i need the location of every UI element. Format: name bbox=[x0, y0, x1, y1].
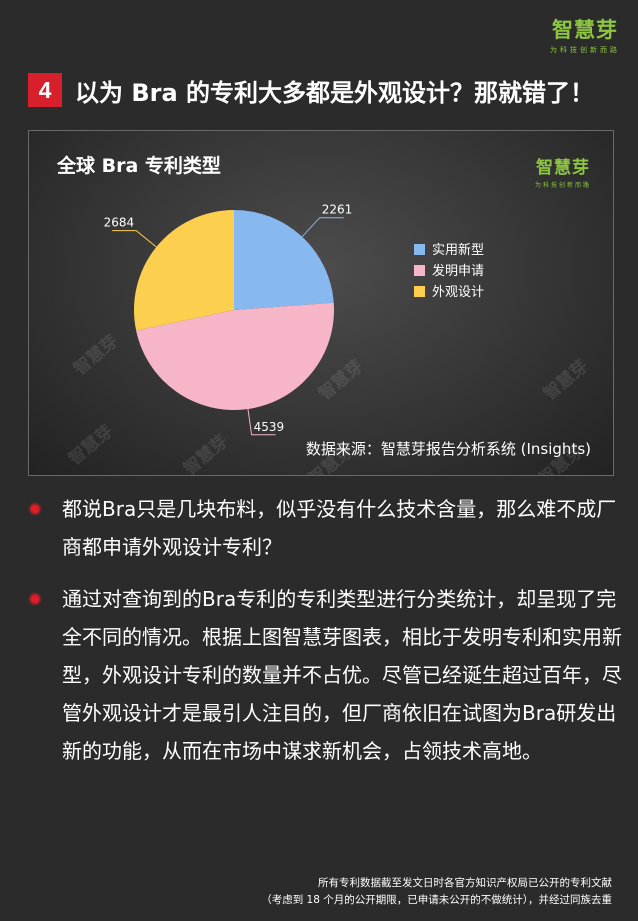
pie-leader-line bbox=[112, 230, 160, 250]
bullet-text: 都说Bra只是几块布料，似乎没有什么技术含量，那么难不成厂商都申请外观设计专利？ bbox=[62, 497, 617, 559]
legend-label: 发明申请 bbox=[432, 263, 484, 279]
pie-leader-line bbox=[246, 404, 276, 436]
chart-brand-slogan: 为科技创新而路 bbox=[534, 182, 591, 189]
pie-slice bbox=[136, 302, 335, 411]
footnote-line: 所有专利数据截至发文日时各官方知识产权局已公开的专利文献 bbox=[318, 877, 612, 889]
pie-value-label: 4539 bbox=[254, 420, 285, 434]
footnote-line: （考虑到 18 个月的公开期限，已申请未公开的不做统计），并经过同族去重 bbox=[261, 894, 612, 906]
chart-title: 全球 Bra 专利类型 bbox=[57, 155, 221, 177]
chart-source: 数据来源：智慧芽报告分析系统 (Insights) bbox=[305, 440, 591, 458]
bullet-text: 通过对查询到的Bra专利的专利类型进行分类统计，却呈现了完全不同的情况。根据上图… bbox=[62, 587, 622, 763]
bullet-dot-icon bbox=[28, 502, 42, 516]
legend-swatch bbox=[414, 244, 425, 255]
pie-value-label: 2261 bbox=[322, 203, 353, 217]
bullet-item: 都说Bra只是几块布料，似乎没有什么技术含量，那么难不成厂商都申请外观设计专利？ bbox=[22, 490, 622, 566]
section-heading: 4 以为 Bra 的专利大多都是外观设计？那就错了！ bbox=[28, 72, 594, 108]
legend-swatch bbox=[414, 265, 425, 276]
brand-slogan: 为科技创新而路 bbox=[550, 46, 620, 54]
pie-value-label: 2684 bbox=[104, 216, 135, 230]
section-number-badge: 4 bbox=[28, 73, 62, 107]
legend-label: 实用新型 bbox=[432, 242, 484, 258]
section-title: 以为 Bra 的专利大多都是外观设计？那就错了！ bbox=[75, 78, 595, 107]
brand-logo-text: 智慧芽 bbox=[552, 18, 618, 42]
bullet-item: 通过对查询到的Bra专利的专利类型进行分类统计，却呈现了完全不同的情况。根据上图… bbox=[22, 580, 622, 770]
footnote: 所有专利数据截至发文日时各官方知识产权局已公开的专利文献 （考虑到 18 个月的… bbox=[261, 875, 612, 909]
legend-label: 外观设计 bbox=[432, 285, 484, 300]
chart-brand-logo: 智慧芽 为科技创新而路 bbox=[535, 153, 591, 189]
pie-slice bbox=[134, 210, 234, 331]
brand-logo: 智慧芽 为科技创新而路 bbox=[550, 18, 620, 55]
bullet-list: 都说Bra只是几块布料，似乎没有什么技术含量，那么难不成厂商都申请外观设计专利？… bbox=[22, 490, 622, 784]
pie-slice bbox=[234, 210, 334, 310]
pie-chart: 2261 实用新型 4539 发明申请 2684 外观设计 bbox=[104, 203, 484, 436]
legend-swatch bbox=[414, 286, 425, 297]
chart-brand-logo-text: 智慧芽 bbox=[535, 158, 590, 178]
bullet-dot-icon bbox=[28, 592, 42, 606]
chart-panel: 智慧芽 智慧芽 智慧芽 智慧芽 智慧芽 智慧芽 智慧芽 智慧芽 全球 Bra 专… bbox=[28, 130, 614, 476]
pie-leader-line bbox=[298, 217, 344, 241]
